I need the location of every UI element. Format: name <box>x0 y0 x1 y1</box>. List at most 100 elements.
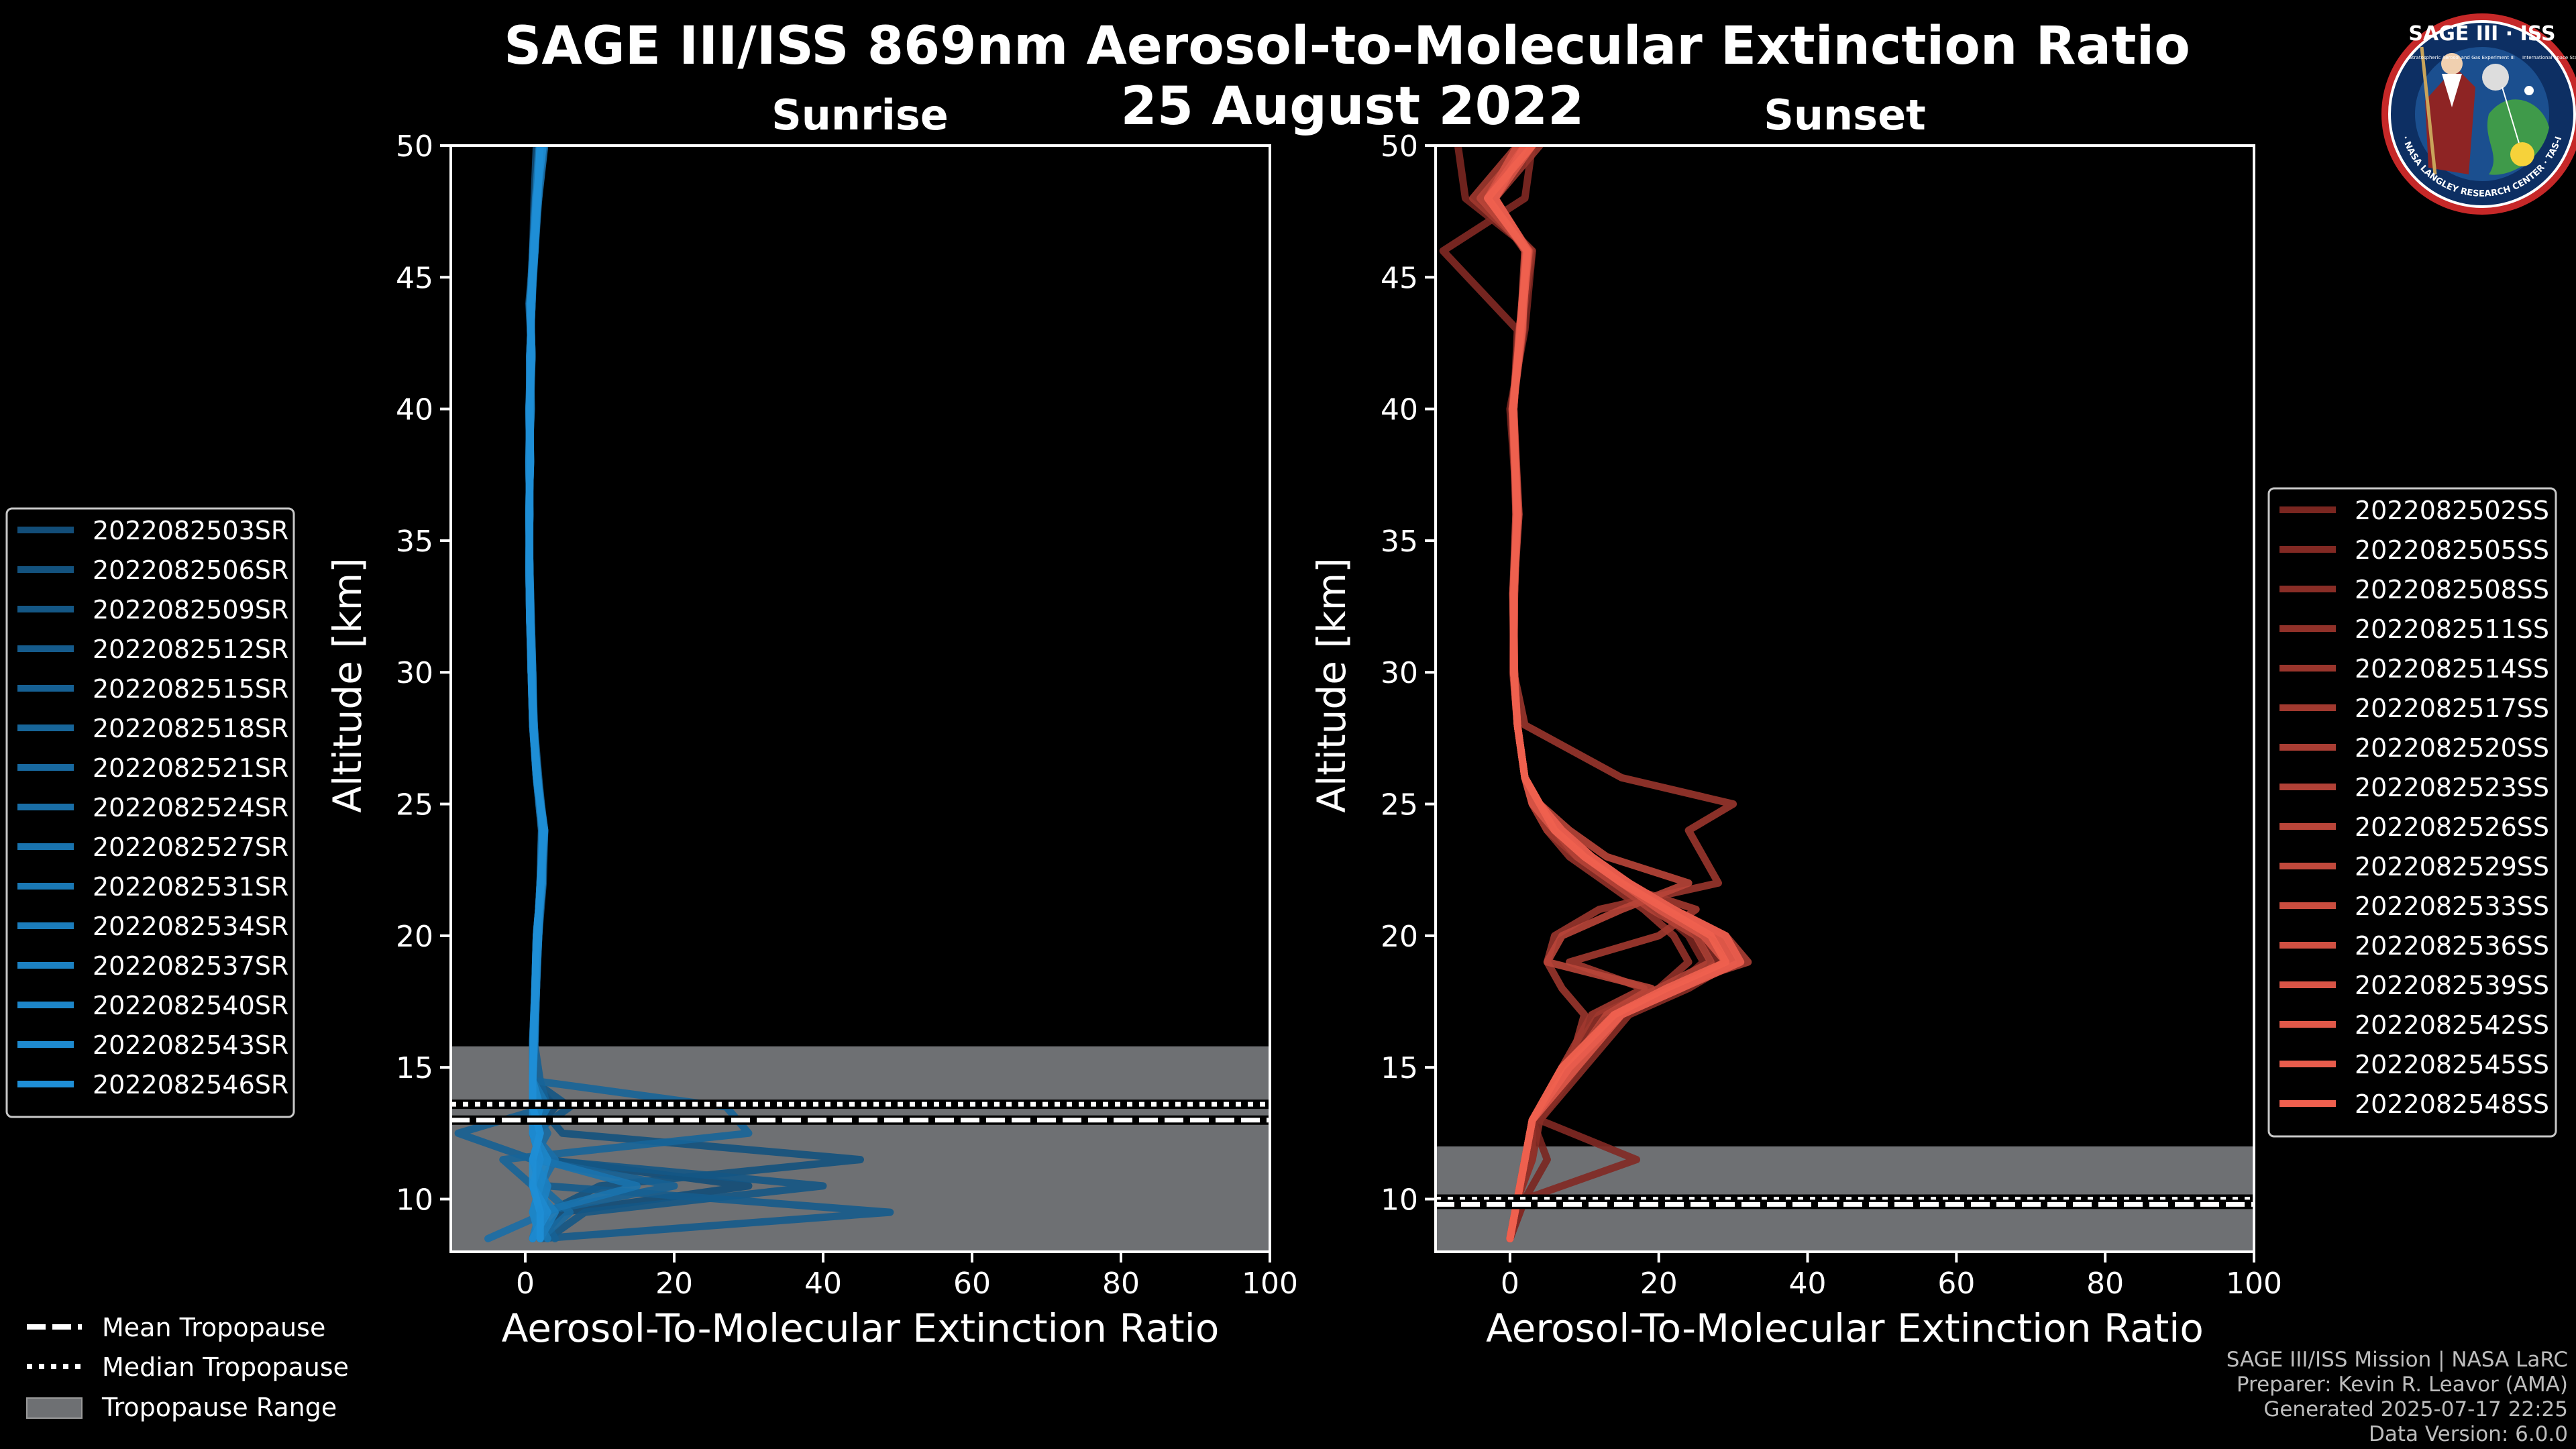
x-tick-label: 40 <box>1789 1267 1827 1301</box>
legend-entry-label: 2022082534SR <box>93 912 288 941</box>
y-tick-label: 30 <box>1381 656 1418 690</box>
profile-line-2022082533SS <box>1491 146 1737 1242</box>
legend-entry-label: 2022082527SR <box>93 833 288 862</box>
y-tick-label: 50 <box>396 129 433 164</box>
legend-entry-label: 2022082509SR <box>93 595 288 625</box>
y-tick-label: 20 <box>1381 920 1418 954</box>
footer-line-2: Preparer: Kevin R. Leavor (AMA) <box>2237 1373 2568 1397</box>
profile-line-2022082514SS <box>1491 146 1737 1242</box>
legend-entry-label: 2022082512SR <box>93 635 288 664</box>
panel-title: Sunset <box>1764 91 1926 140</box>
legend-entry-label: 2022082546SR <box>93 1070 288 1099</box>
legend-entry-label: 2022082526SS <box>2355 812 2549 842</box>
x-axis-label: Aerosol-To-Molecular Extinction Ratio <box>1486 1305 2204 1351</box>
y-tick-label: 10 <box>1381 1183 1418 1217</box>
sunrise-legend: 2022082503SR 2022082506SR 2022082509SR 2022… <box>5 507 295 1118</box>
legend-entry-label: 2022082511SS <box>2355 614 2549 644</box>
legend-entry-label: 2022082505SS <box>2355 535 2549 565</box>
y-tick-label: 35 <box>396 525 433 559</box>
mean-tropopause-label: Mean Tropopause <box>102 1313 325 1342</box>
logo-text-right: International Space Station <box>2522 55 2576 60</box>
legend-entry-label: 2022082542SS <box>2355 1010 2549 1040</box>
legend-entry-label: 2022082531SR <box>93 872 288 902</box>
y-tick-label: 35 <box>1381 525 1418 559</box>
x-axis-label: Aerosol-To-Molecular Extinction Ratio <box>502 1305 1220 1351</box>
profile-line-2022082517SS <box>1469 146 1700 1242</box>
tropopause-legend: Mean Tropopause Median Tropopause Tropop… <box>26 1313 349 1422</box>
x-tick-label: 0 <box>516 1267 535 1301</box>
logo-text-top: SAGE III · ISS <box>2408 22 2555 46</box>
legend-entry-label: 2022082545SS <box>2355 1050 2549 1079</box>
x-tick-label: 60 <box>953 1267 991 1301</box>
y-tick-label: 15 <box>396 1051 433 1085</box>
mission-logo: SAGE III · ISS Stratospheric Aerosol and… <box>2381 13 2576 215</box>
plot-area <box>451 146 1270 1252</box>
panel-title: Sunrise <box>771 91 949 140</box>
logo-text-left: Stratospheric Aerosol and Gas Experiment… <box>2409 55 2514 60</box>
plot-frame <box>1434 144 2255 1253</box>
legend-entry-label: 2022082514SS <box>2355 654 2549 684</box>
profile-line-2022082548SS <box>1484 146 1729 1242</box>
tropopause-range-label: Tropopause Range <box>101 1393 337 1422</box>
y-tick-label: 25 <box>396 788 433 822</box>
y-tick-label: 45 <box>396 261 433 295</box>
profile-line-2022082545SS <box>1491 146 1745 1242</box>
legend-entry-label: 2022082529SS <box>2355 852 2549 881</box>
legend-entry-label: 2022082502SS <box>2355 496 2549 525</box>
figure-title: SAGE III/ISS 869nm Aerosol-to-Molecular … <box>504 16 2190 76</box>
x-tick-label: 40 <box>804 1267 842 1301</box>
y-tick-label: 20 <box>396 920 433 954</box>
footer-line-3: Generated 2025-07-17 22:25 <box>2263 1397 2568 1421</box>
legend-entry-label: 2022082520SS <box>2355 733 2549 763</box>
median-tropopause-label: Median Tropopause <box>102 1352 349 1382</box>
y-axis-label: Altitude [km] <box>1309 557 1354 812</box>
sunrise-panel: 0 20 40 60 80 100 10 15 20 25 30 35 40 45 50 Sunrise Aer… <box>325 91 1298 1351</box>
x-tick-label: 100 <box>2226 1267 2282 1301</box>
x-tick-label: 20 <box>1640 1267 1678 1301</box>
legend-box <box>5 507 295 1118</box>
legend-entry-label: 2022082537SR <box>93 951 288 981</box>
y-axis-label: Altitude [km] <box>325 557 370 812</box>
y-tick-label: 40 <box>1381 393 1418 427</box>
footer-line-4: Data Version: 6.0.0 <box>2369 1422 2568 1446</box>
x-tick-label: 60 <box>1937 1267 1975 1301</box>
legend-entry-label: 2022082524SR <box>93 793 288 822</box>
x-tick-label: 80 <box>1102 1267 1140 1301</box>
legend-entry-label: 2022082523SS <box>2355 773 2549 802</box>
y-tick-label: 10 <box>396 1183 433 1217</box>
x-tick-label: 0 <box>1501 1267 1519 1301</box>
legend-entry-label: 2022082515SR <box>93 674 288 704</box>
sunset-legend: 2022082502SS 2022082505SS 2022082508SS 2022… <box>2267 487 2557 1138</box>
profile-line-2022082546SR <box>525 146 547 1242</box>
plot-frame <box>449 144 1271 1253</box>
legend-entry-label: 2022082517SS <box>2355 694 2549 723</box>
legend-entry-label: 2022082548SS <box>2355 1089 2549 1119</box>
sunset-panel: 0 20 40 60 80 100 10 15 20 25 30 35 40 45 50 Sunset Aero… <box>1309 91 2282 1351</box>
legend-box <box>2267 487 2557 1138</box>
x-tick-label: 100 <box>1242 1267 1298 1301</box>
legend-entry-label: 2022082508SS <box>2355 575 2549 604</box>
plot-area <box>1436 146 2254 1252</box>
legend-entry-label: 2022082503SR <box>93 516 288 545</box>
figure-date: 25 August 2022 <box>1121 76 1585 137</box>
y-tick-label: 25 <box>1381 788 1418 822</box>
y-tick-label: 40 <box>396 393 433 427</box>
y-tick-label: 45 <box>1381 261 1418 295</box>
y-tick-label: 50 <box>1381 129 1418 164</box>
legend-entry-label: 2022082518SR <box>93 714 288 743</box>
legend-entry-label: 2022082533SS <box>2355 892 2549 921</box>
footer-line-1: SAGE III/ISS Mission | NASA LaRC <box>2226 1348 2568 1372</box>
legend-entry-label: 2022082539SS <box>2355 971 2549 1000</box>
legend-entry-label: 2022082521SR <box>93 753 288 783</box>
tropopause-range-swatch <box>26 1397 83 1419</box>
legend-entry-label: 2022082543SR <box>93 1030 288 1060</box>
legend-entry-label: 2022082506SR <box>93 555 288 585</box>
x-tick-label: 80 <box>2086 1267 2124 1301</box>
legend-entry-label: 2022082536SS <box>2355 931 2549 961</box>
y-tick-label: 15 <box>1381 1051 1418 1085</box>
x-tick-label: 20 <box>655 1267 693 1301</box>
legend-entry-label: 2022082540SR <box>93 991 288 1020</box>
footer-credits: SAGE III/ISS Mission | NASA LaRC Prepare… <box>2226 1348 2568 1446</box>
y-tick-label: 30 <box>396 656 433 690</box>
